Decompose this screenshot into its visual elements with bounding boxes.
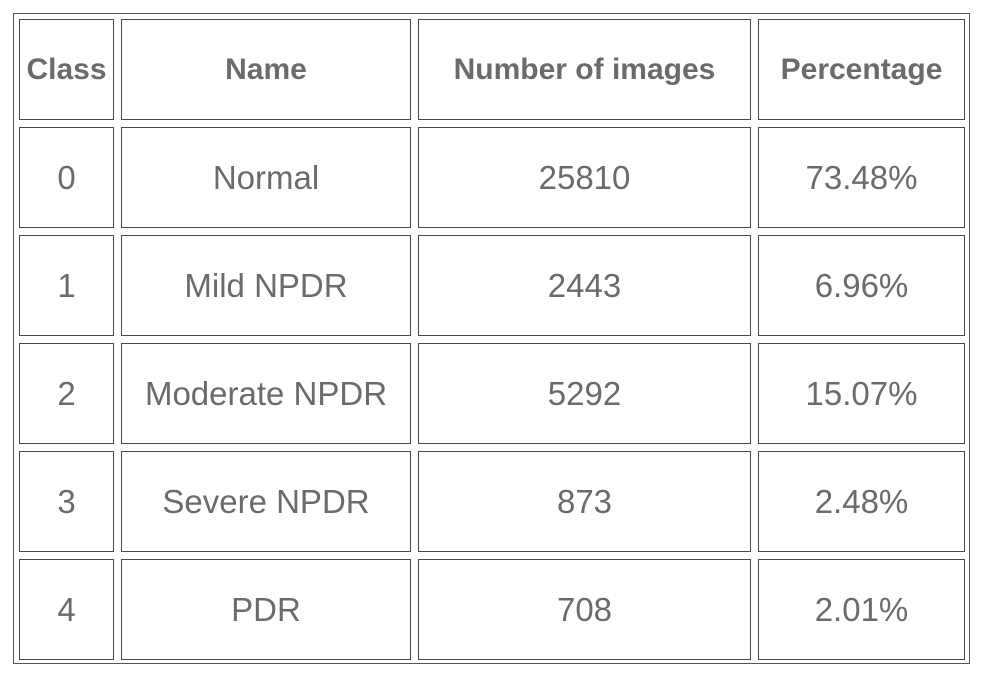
cell-class: 0: [19, 127, 114, 228]
table-row: 4 PDR 708 2.01%: [19, 559, 965, 660]
table-row: 3 Severe NPDR 873 2.48%: [19, 451, 965, 552]
cell-percentage: 73.48%: [758, 127, 965, 228]
header-row: Class Name Number of images Percentage: [19, 19, 965, 120]
cell-percentage: 15.07%: [758, 343, 965, 444]
header-number-of-images: Number of images: [418, 19, 751, 120]
cell-class: 1: [19, 235, 114, 336]
cell-name: Normal: [121, 127, 411, 228]
cell-number-of-images: 25810: [418, 127, 751, 228]
cell-number-of-images: 5292: [418, 343, 751, 444]
cell-percentage: 2.48%: [758, 451, 965, 552]
cell-class: 2: [19, 343, 114, 444]
cell-percentage: 6.96%: [758, 235, 965, 336]
cell-class: 3: [19, 451, 114, 552]
cell-percentage: 2.01%: [758, 559, 965, 660]
cell-class: 4: [19, 559, 114, 660]
cell-number-of-images: 2443: [418, 235, 751, 336]
table-row: 1 Mild NPDR 2443 6.96%: [19, 235, 965, 336]
cell-number-of-images: 873: [418, 451, 751, 552]
cell-number-of-images: 708: [418, 559, 751, 660]
cell-name: Moderate NPDR: [121, 343, 411, 444]
table-row: 2 Moderate NPDR 5292 15.07%: [19, 343, 965, 444]
table-row: 0 Normal 25810 73.48%: [19, 127, 965, 228]
cell-name: PDR: [121, 559, 411, 660]
table-frame: [13, 13, 970, 664]
header-class: Class: [19, 19, 114, 120]
dataset-table: Class Name Number of images Percentage 0…: [12, 12, 972, 667]
header-percentage: Percentage: [758, 19, 965, 120]
cell-name: Mild NPDR: [121, 235, 411, 336]
cell-name: Severe NPDR: [121, 451, 411, 552]
header-name: Name: [121, 19, 411, 120]
